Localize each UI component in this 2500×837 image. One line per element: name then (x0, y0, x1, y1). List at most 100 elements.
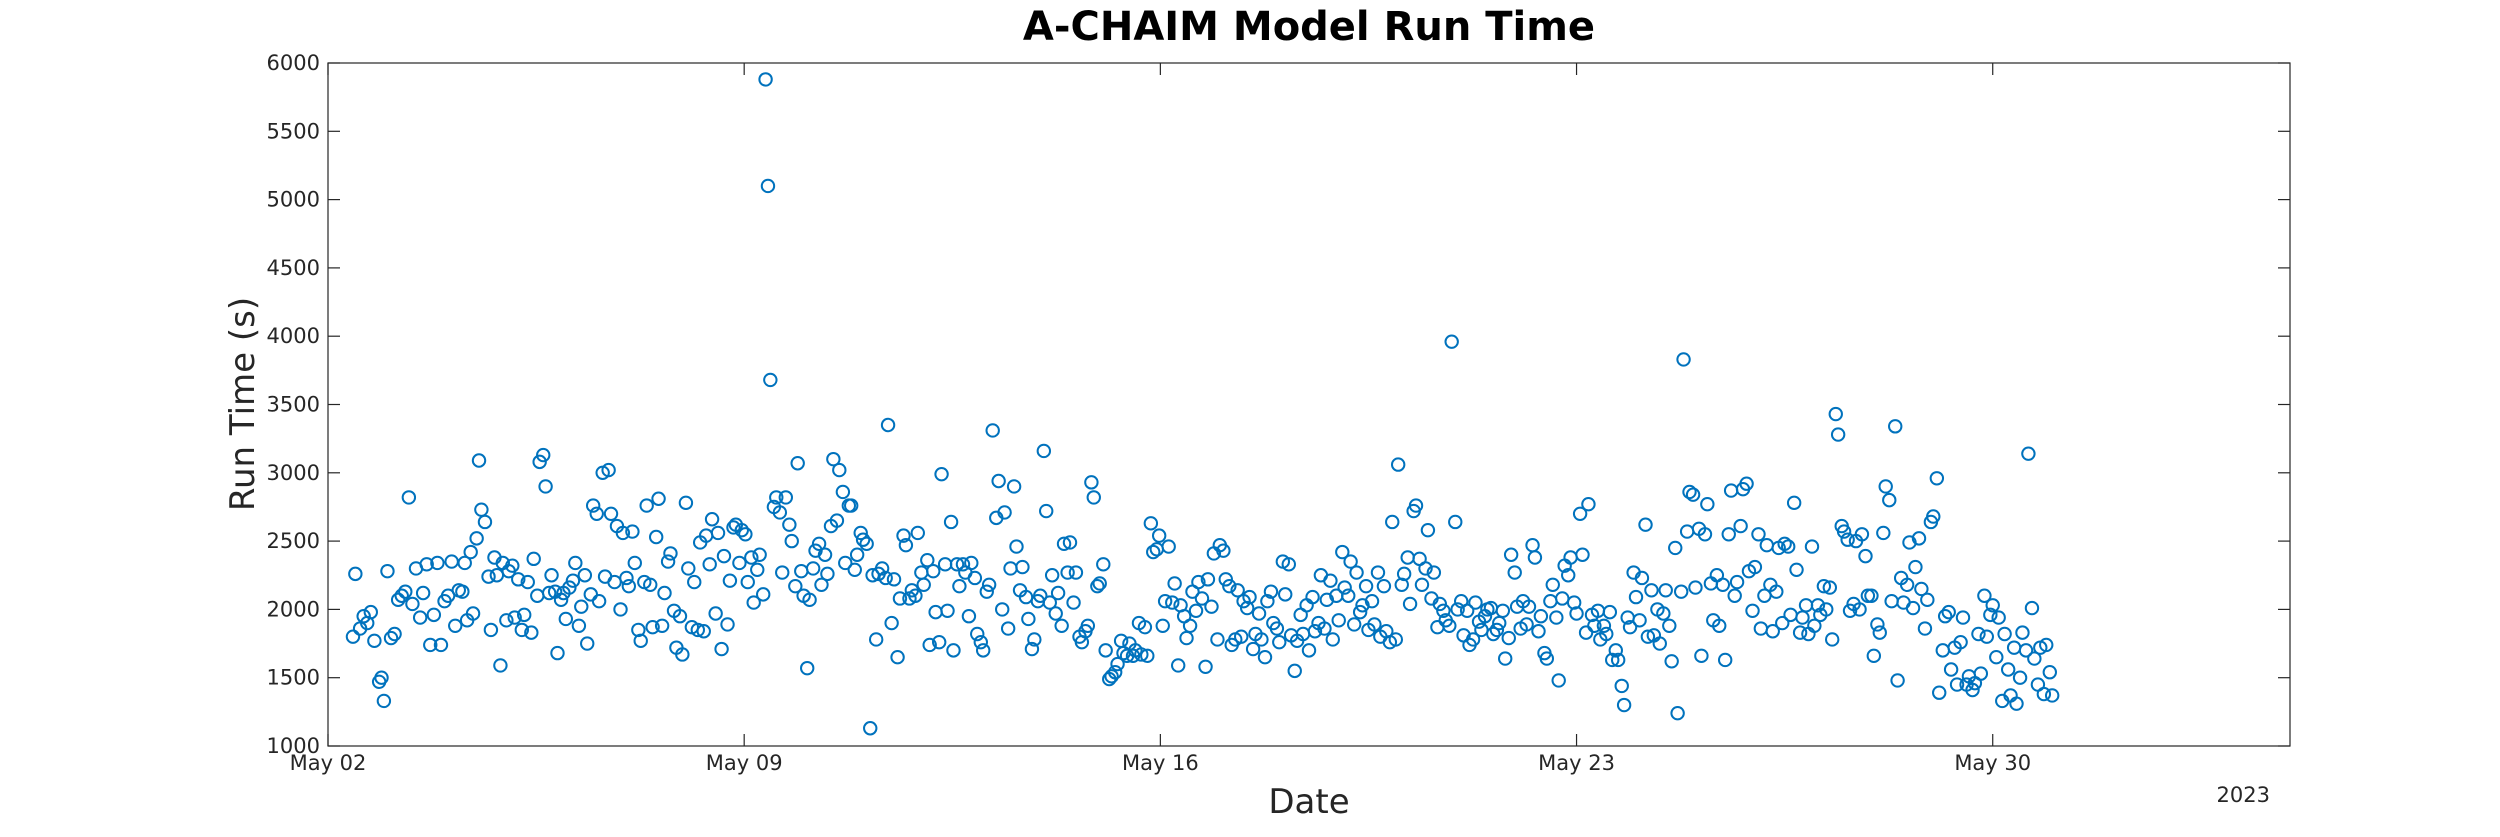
data-point (2009, 696, 2024, 711)
data-point (967, 570, 983, 586)
data-point (811, 536, 827, 552)
data-point (1694, 648, 1709, 664)
data-point (1337, 580, 1352, 595)
data-point (1878, 479, 1893, 494)
data-point (769, 490, 784, 505)
data-point (1977, 588, 1992, 603)
data-point (908, 588, 923, 603)
data-point (1807, 618, 1822, 633)
y-tick-label: 2000 (267, 597, 320, 621)
data-point (874, 561, 890, 576)
data-point (1819, 602, 1834, 617)
data-point (790, 456, 805, 471)
data-point (1006, 479, 1022, 494)
data-point (937, 557, 953, 572)
data-point (1578, 625, 1594, 640)
data-point (1090, 578, 1105, 594)
data-point (1658, 583, 1673, 598)
data-point (687, 574, 702, 590)
data-point (1098, 643, 1113, 658)
data-point (643, 577, 658, 593)
data-point (423, 637, 438, 653)
data-point (1610, 652, 1626, 668)
data-point (1155, 618, 1170, 633)
data-point (1634, 570, 1650, 586)
data-point (1858, 548, 1873, 564)
data-point (1888, 419, 1903, 434)
data-point (920, 553, 935, 568)
data-point (1572, 506, 1588, 521)
data-point (995, 602, 1010, 617)
data-point (1539, 651, 1555, 666)
data-point (2021, 446, 2036, 461)
data-point (580, 636, 595, 651)
data-point (1341, 588, 1356, 603)
data-point (1263, 584, 1279, 599)
data-point (1400, 550, 1415, 565)
y-tick-label: 3500 (267, 393, 320, 417)
data-point (672, 609, 688, 624)
data-point (380, 563, 395, 579)
data-point (651, 491, 666, 506)
data-point (1171, 658, 1186, 673)
data-point (975, 643, 991, 658)
data-point (898, 537, 914, 553)
data-point (849, 547, 865, 562)
data-point (1712, 618, 1727, 633)
data-point (922, 637, 937, 653)
data-point (1305, 589, 1320, 605)
data-point (1242, 589, 1257, 605)
data-point (829, 513, 845, 528)
data-point (363, 604, 379, 620)
data-point (1165, 595, 1180, 610)
data-point (1245, 641, 1261, 657)
y-tick-label: 3000 (267, 461, 320, 485)
y-tick-label: 5000 (267, 188, 320, 212)
data-point (1436, 603, 1451, 618)
data-point (1614, 678, 1629, 694)
data-point (477, 514, 493, 530)
data-point (732, 555, 747, 571)
data-point (1697, 527, 1713, 542)
data-point (1917, 621, 1933, 636)
data-point (589, 506, 604, 521)
data-point (507, 610, 522, 625)
data-point (940, 603, 955, 618)
data-point (1216, 543, 1231, 558)
data-point (398, 584, 413, 599)
data-point (1179, 630, 1194, 646)
data-point (1204, 599, 1219, 614)
data-point (756, 587, 771, 602)
data-point (784, 533, 799, 549)
data-point (1358, 578, 1374, 594)
data-point (444, 554, 459, 569)
data-point (722, 573, 738, 588)
data-point (390, 592, 406, 608)
data-point (376, 693, 392, 709)
data-point (1432, 596, 1448, 612)
data-point (591, 594, 607, 609)
data-point (952, 578, 967, 594)
data-point (949, 557, 965, 572)
data-point (1555, 591, 1570, 606)
data-point (1616, 697, 1632, 713)
data-point (716, 548, 732, 564)
data-point (1527, 550, 1543, 565)
data-point (1367, 617, 1382, 632)
data-point (415, 585, 431, 601)
data-point (878, 570, 893, 586)
data-point (1489, 622, 1505, 638)
data-point (1084, 475, 1099, 490)
data-point (934, 466, 949, 482)
data-point (1953, 634, 1968, 650)
data-point (1301, 643, 1317, 658)
data-point (1521, 599, 1537, 614)
data-point (910, 525, 925, 541)
data-point (1062, 535, 1078, 550)
data-point (1086, 490, 1101, 505)
data-point (760, 178, 776, 194)
y-axis-ticks: 1000 1500 2000 2500 3000 3500 4000 4500 5000 5500… (267, 51, 2290, 758)
data-point (1949, 677, 1965, 692)
data-point (1388, 632, 1404, 647)
